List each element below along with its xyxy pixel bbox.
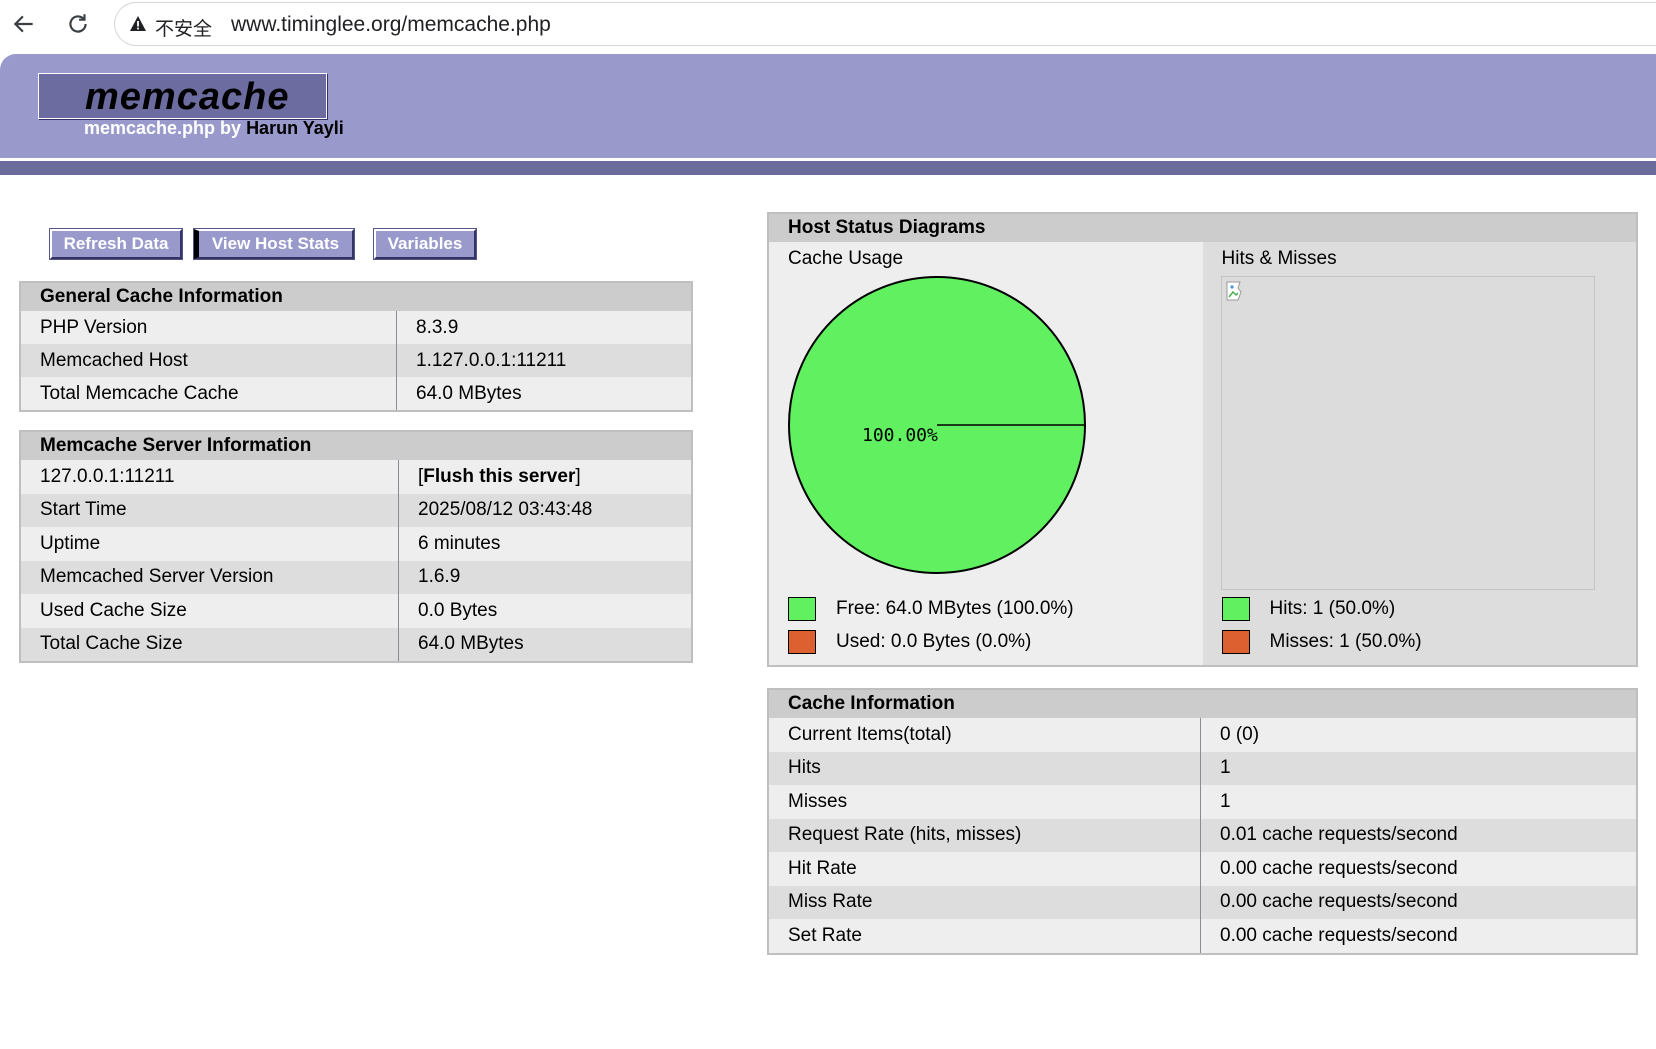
legend-used-label: Used: 0.0 Bytes (0.0%) (836, 631, 1032, 652)
row-key: Uptime (21, 527, 399, 561)
row-value: 0.00 cache requests/second (1220, 891, 1458, 913)
flush-bracket-open: [ (418, 465, 424, 487)
cache-info-table: Cache Information Current Items(total) 0… (767, 688, 1638, 955)
hits-misses-image (1220, 276, 1595, 590)
table-row: Memcached Server Version 1.6.9 (21, 560, 691, 594)
warning-icon (130, 16, 146, 31)
table-row: Request Rate (hits, misses) 0.01 cache r… (769, 818, 1636, 852)
legend-hits-label: Hits: 1 (50.0%) (1269, 598, 1396, 619)
cache-usage-title: Cache Usage (788, 248, 904, 269)
url-text[interactable]: www.timinglee.org/memcache.php (231, 13, 551, 36)
flush-bracket-close: ] (575, 465, 581, 487)
table-title: Memcache Server Information (21, 432, 691, 460)
row-key: Set Rate (769, 919, 1201, 953)
refresh-data-button[interactable]: Refresh Data (49, 228, 183, 260)
byline: memcache.php by Harun Yayli (84, 118, 344, 139)
legend-swatch-free (788, 597, 816, 621)
row-value: 0.00 cache requests/second (1220, 857, 1458, 879)
row-value: 1 (1220, 790, 1231, 812)
row-value: 64.0 MBytes (418, 633, 524, 655)
legend-used: Used: 0.0 Bytes (0.0%) (788, 630, 1031, 654)
host-status-diagrams: Host Status Diagrams Cache Usage 100.00%… (767, 212, 1638, 667)
hits-misses-panel: Hits & Misses Hits: 1 (50.0%) Misses: 1 … (1202, 242, 1636, 665)
table-row: Set Rate 0.00 cache requests/second (769, 919, 1636, 953)
server-host: 127.0.0.1:11211 (21, 460, 399, 494)
row-value: 2025/08/12 03:43:48 (418, 499, 593, 521)
broken-image-icon (1226, 281, 1242, 301)
view-host-stats-button[interactable]: View Host Stats (193, 228, 355, 260)
hits-misses-title: Hits & Misses (1221, 248, 1337, 269)
row-value: 0.0 Bytes (418, 599, 498, 621)
logo-text: memcache (85, 76, 290, 118)
memcache-server-info-table: Memcache Server Information 127.0.0.1:11… (19, 430, 693, 663)
row-key: Memcached Server Version (21, 560, 399, 594)
row-value: 0 (0) (1220, 723, 1260, 745)
row-value: 6 minutes (418, 532, 501, 554)
row-value: 8.3.9 (416, 316, 459, 338)
table-row: Memcached Host 1.127.0.0.1:11211 (21, 344, 691, 377)
row-key: Hits (769, 751, 1201, 785)
table-row: Total Memcache Cache 64.0 MBytes (21, 377, 691, 410)
legend-hits: Hits: 1 (50.0%) (1221, 597, 1396, 621)
table-row: PHP Version 8.3.9 (21, 311, 691, 344)
variables-button[interactable]: Variables (373, 228, 477, 260)
back-arrow-icon[interactable] (6, 6, 42, 42)
general-cache-info-table: General Cache Information PHP Version 8.… (19, 281, 693, 412)
table-row: Current Items(total) 0 (0) (769, 718, 1636, 752)
pie-percent-label: 100.00% (862, 425, 938, 446)
row-key: Miss Rate (769, 885, 1201, 919)
row-value: 0.00 cache requests/second (1220, 924, 1458, 946)
row-value: 1.127.0.0.1:11211 (416, 349, 567, 371)
table-row: Misses 1 (769, 785, 1636, 819)
table-title: Cache Information (769, 690, 1636, 718)
logo: memcache (38, 73, 327, 119)
row-value: 1 (1220, 757, 1231, 779)
row-key: Total Cache Size (21, 627, 399, 661)
row-key: Used Cache Size (21, 594, 399, 628)
byline-prefix: memcache.php by (84, 118, 247, 138)
table-row: Hit Rate 0.00 cache requests/second (769, 852, 1636, 886)
security-label[interactable]: 不安全 (155, 18, 213, 40)
row-value: 64.0 MBytes (416, 382, 522, 404)
table-row: Start Time 2025/08/12 03:43:48 (21, 493, 691, 527)
reload-icon[interactable] (60, 6, 96, 42)
legend-swatch-used (788, 630, 816, 654)
legend-misses: Misses: 1 (50.0%) (1221, 630, 1422, 654)
table-row: Miss Rate 0.00 cache requests/second (769, 885, 1636, 919)
table-row: 127.0.0.1:11211 [Flush this server] (21, 460, 691, 494)
legend-swatch-hits (1221, 597, 1250, 621)
legend-free-label: Free: 64.0 MBytes (100.0%) (836, 598, 1074, 619)
table-row: Used Cache Size 0.0 Bytes (21, 594, 691, 628)
row-key: Hit Rate (769, 852, 1201, 886)
legend-misses-label: Misses: 1 (50.0%) (1269, 631, 1422, 652)
row-key: Total Memcache Cache (21, 377, 397, 410)
row-key: Misses (769, 785, 1201, 819)
table-row: Total Cache Size 64.0 MBytes (21, 627, 691, 661)
address-bar[interactable]: 不安全 www.timinglee.org/memcache.php (114, 2, 1656, 46)
row-key: Start Time (21, 493, 399, 527)
row-key: Request Rate (hits, misses) (769, 818, 1201, 852)
legend-swatch-misses (1221, 630, 1250, 654)
table-row: Hits 1 (769, 751, 1636, 785)
flush-server-label[interactable]: Flush this server (423, 465, 576, 487)
row-key: Current Items(total) (769, 718, 1201, 752)
cache-usage-pie-chart: 100.00% (787, 275, 1089, 577)
browser-toolbar: 不安全 www.timinglee.org/memcache.php (0, 0, 1656, 48)
row-value: 0.01 cache requests/second (1220, 824, 1458, 846)
flush-server-link[interactable]: [Flush this server] (399, 460, 581, 494)
legend-free: Free: 64.0 MBytes (100.0%) (788, 597, 1074, 621)
row-value: 1.6.9 (418, 566, 461, 588)
author-name: Harun Yayli (246, 118, 344, 138)
row-key: PHP Version (21, 311, 397, 344)
cache-usage-panel: Cache Usage 100.00% Free: 64.0 MBytes (1… (769, 242, 1203, 665)
header-stripe (0, 161, 1656, 175)
table-title: General Cache Information (21, 283, 691, 311)
diagrams-title: Host Status Diagrams (769, 214, 1636, 242)
row-key: Memcached Host (21, 344, 397, 377)
table-row: Uptime 6 minutes (21, 527, 691, 561)
